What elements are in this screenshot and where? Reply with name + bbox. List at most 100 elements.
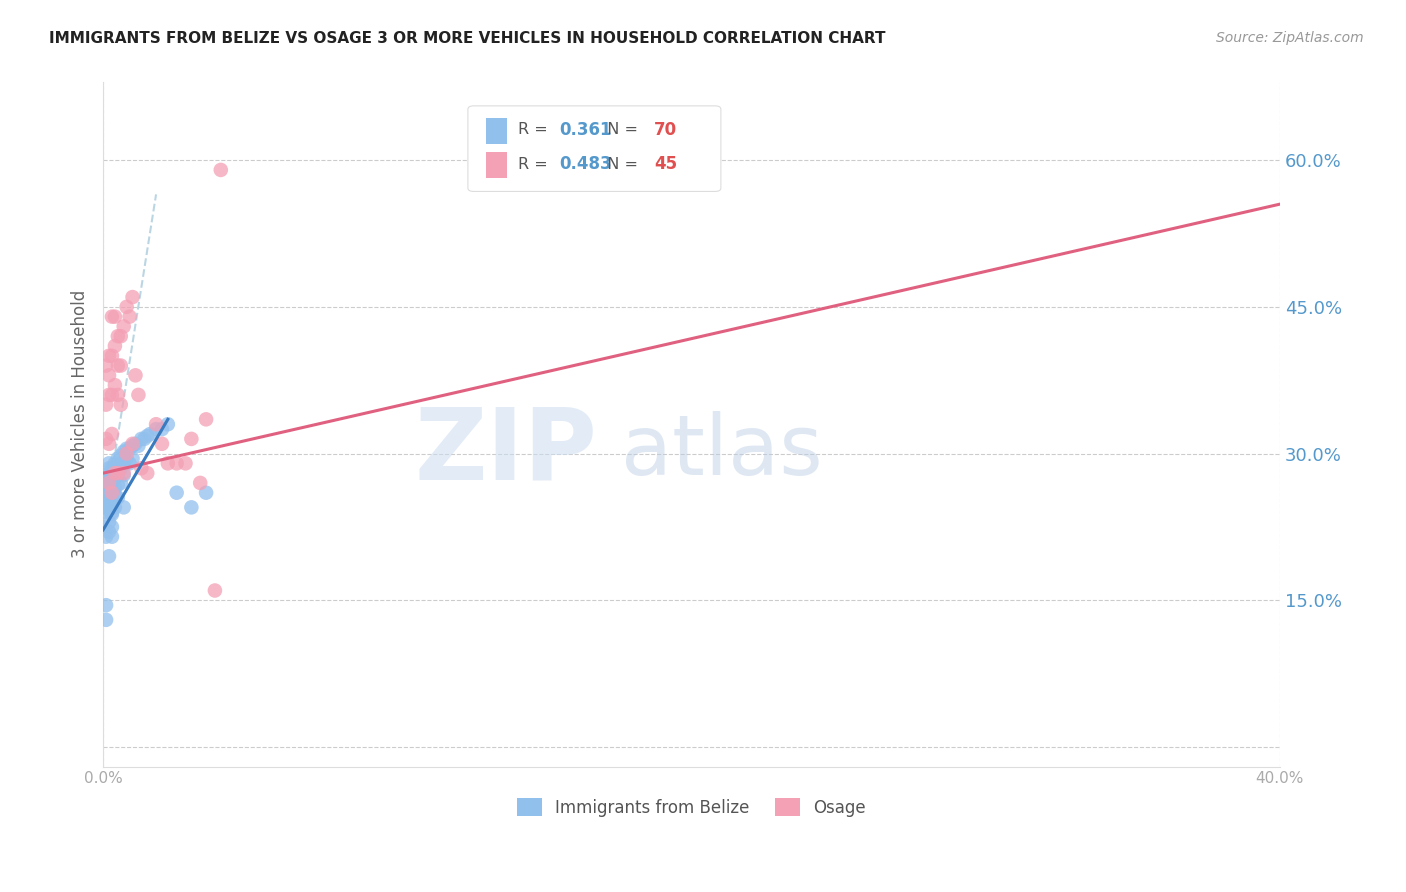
FancyBboxPatch shape	[485, 118, 506, 144]
Point	[98, 515, 121, 529]
Point	[94, 468, 117, 483]
Text: R =: R =	[519, 157, 554, 171]
Point	[204, 583, 226, 598]
Point	[98, 475, 121, 490]
Point	[156, 456, 179, 470]
Point	[107, 388, 129, 402]
Point	[98, 388, 121, 402]
Point	[94, 530, 117, 544]
Point	[180, 432, 202, 446]
Point	[94, 359, 117, 373]
Point	[98, 461, 121, 475]
Point	[107, 491, 129, 505]
Point	[145, 417, 167, 432]
Point	[121, 439, 143, 453]
Point	[112, 456, 135, 470]
Point	[94, 398, 117, 412]
Point	[195, 485, 218, 500]
Point	[104, 500, 127, 515]
Text: N =: N =	[598, 122, 644, 137]
Point	[98, 524, 121, 539]
Point	[98, 349, 121, 363]
Point	[101, 475, 124, 490]
Point	[107, 329, 129, 343]
Text: 45: 45	[654, 155, 676, 173]
Point	[104, 466, 127, 480]
Point	[112, 466, 135, 480]
Point	[180, 500, 202, 515]
FancyBboxPatch shape	[468, 106, 721, 192]
Point	[127, 388, 149, 402]
Point	[139, 427, 162, 442]
Point	[107, 451, 129, 466]
Point	[166, 485, 188, 500]
Point	[110, 449, 132, 463]
Point	[94, 488, 117, 502]
Point	[145, 422, 167, 436]
Point	[104, 481, 127, 495]
Legend: Immigrants from Belize, Osage: Immigrants from Belize, Osage	[510, 792, 873, 823]
Point	[101, 483, 124, 498]
Point	[98, 503, 121, 517]
Point	[98, 488, 121, 502]
Point	[121, 437, 143, 451]
Point	[166, 456, 188, 470]
Point	[112, 468, 135, 483]
Point	[101, 507, 124, 521]
Point	[110, 461, 132, 475]
Point	[134, 432, 156, 446]
Point	[101, 530, 124, 544]
Text: R =: R =	[519, 122, 554, 137]
Point	[101, 310, 124, 324]
Point	[94, 495, 117, 509]
Point	[107, 468, 129, 483]
Point	[98, 368, 121, 383]
Point	[94, 432, 117, 446]
Point	[104, 488, 127, 502]
Point	[101, 349, 124, 363]
Point	[107, 478, 129, 492]
Point	[136, 466, 159, 480]
Point	[104, 471, 127, 485]
Point	[91, 520, 114, 534]
Point	[112, 319, 135, 334]
Point	[101, 520, 124, 534]
Point	[101, 468, 124, 483]
Point	[124, 437, 146, 451]
Point	[104, 339, 127, 353]
Point	[115, 442, 138, 456]
Point	[110, 359, 132, 373]
Point	[94, 483, 117, 498]
Point	[104, 464, 127, 478]
Text: Source: ZipAtlas.com: Source: ZipAtlas.com	[1216, 31, 1364, 45]
Text: atlas: atlas	[621, 411, 823, 492]
Point	[118, 442, 141, 456]
Point	[124, 368, 146, 383]
Point	[131, 461, 153, 475]
Point	[94, 613, 117, 627]
Point	[118, 456, 141, 470]
Text: IMMIGRANTS FROM BELIZE VS OSAGE 3 OR MORE VEHICLES IN HOUSEHOLD CORRELATION CHAR: IMMIGRANTS FROM BELIZE VS OSAGE 3 OR MOR…	[49, 31, 886, 46]
Point	[101, 491, 124, 505]
Point	[94, 478, 117, 492]
Point	[104, 456, 127, 470]
Point	[104, 310, 127, 324]
Point	[110, 398, 132, 412]
Point	[101, 461, 124, 475]
Point	[101, 500, 124, 515]
Y-axis label: 3 or more Vehicles in Household: 3 or more Vehicles in Household	[72, 290, 89, 558]
Point	[94, 505, 117, 519]
Point	[112, 444, 135, 458]
Point	[150, 422, 173, 436]
Text: 70: 70	[654, 120, 676, 139]
Point	[115, 446, 138, 460]
Text: 0.483: 0.483	[560, 155, 612, 173]
Text: 0.361: 0.361	[560, 120, 612, 139]
Point	[150, 437, 173, 451]
Point	[136, 429, 159, 443]
Point	[156, 417, 179, 432]
Point	[94, 598, 117, 612]
Point	[121, 451, 143, 466]
Point	[118, 310, 141, 324]
Point	[115, 300, 138, 314]
